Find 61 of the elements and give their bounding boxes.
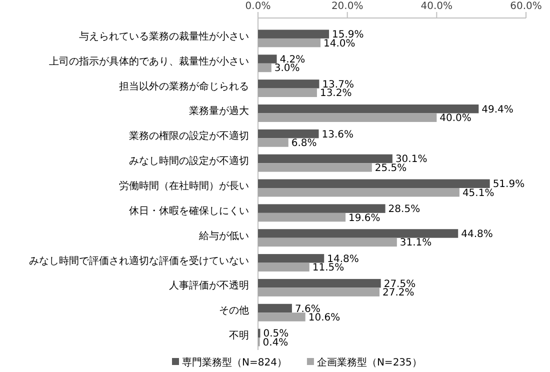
y-tick-label: 労働時間（在社時間）が長い — [119, 180, 249, 192]
data-label: 45.1% — [462, 188, 494, 199]
data-label: 31.1% — [400, 238, 432, 249]
data-label: 51.9% — [492, 179, 525, 190]
bar — [258, 254, 324, 263]
data-label: 27.2% — [382, 288, 414, 299]
bar — [258, 38, 321, 48]
bar — [258, 88, 317, 98]
bar — [258, 129, 319, 138]
bar — [258, 188, 460, 197]
bar — [258, 113, 437, 122]
bar — [258, 138, 288, 147]
data-label: 3.0% — [274, 63, 300, 74]
y-tick-label: 上司の指示が具体的であり、裁量性が小さい — [49, 55, 249, 68]
x-tick-label: 0.0% — [245, 1, 271, 12]
bar — [258, 179, 490, 188]
y-tick-label: みなし時間で評価され適切な評価を受けていない — [29, 254, 249, 267]
data-label: 13.6% — [322, 129, 354, 140]
bar — [258, 288, 380, 296]
x-tick-label: 20.0% — [331, 1, 364, 12]
legend-label: 専門業務型（N=824） — [182, 356, 287, 368]
data-label: 49.4% — [482, 104, 514, 116]
y-tick-label: その他 — [219, 304, 249, 317]
data-label: 14.0% — [324, 38, 356, 50]
bar — [258, 262, 310, 272]
bar — [258, 238, 397, 247]
y-tick-label: 休日・休暇を確保しにくい — [129, 206, 249, 217]
data-label: 0.4% — [262, 337, 288, 348]
bar — [258, 304, 292, 313]
data-label: 11.5% — [312, 262, 344, 274]
y-tick-label: 業務量が過大 — [189, 105, 249, 118]
data-label: 10.6% — [308, 312, 340, 324]
data-label: 19.6% — [348, 212, 380, 224]
bar — [258, 80, 320, 88]
data-label: 40.0% — [440, 113, 472, 124]
bar — [258, 104, 479, 114]
x-tick-label: 60.0% — [510, 1, 542, 12]
y-tick-label: 与えられている業務の裁量性が小さい — [79, 30, 249, 42]
y-tick-label: 人事評価が不透明 — [169, 280, 249, 292]
bar — [258, 312, 306, 322]
x-tick-label: 40.0% — [420, 1, 453, 12]
y-tick-label: 給与が低い — [198, 230, 249, 242]
y-tick-label: 業務の権限の設定が不適切 — [129, 130, 249, 142]
bar — [258, 154, 392, 164]
bar — [258, 212, 346, 222]
bar — [258, 278, 381, 288]
bar — [258, 229, 458, 238]
y-tick-label: みなし時間の設定が不適切 — [129, 155, 249, 168]
legend-label: 企画業務型（N=235） — [316, 356, 422, 368]
bar — [258, 163, 372, 172]
data-label: 13.2% — [320, 88, 352, 100]
bar — [258, 54, 277, 64]
data-label: 25.5% — [374, 162, 407, 174]
bar — [258, 30, 330, 38]
y-tick-label: 不明 — [229, 330, 249, 342]
y-tick-label: 担当以外の業務が命じられる — [119, 80, 249, 92]
data-label: 44.8% — [461, 228, 493, 240]
data-label: 6.8% — [291, 138, 317, 150]
bar — [258, 63, 272, 72]
bar — [258, 204, 386, 213]
data-label: 28.5% — [388, 204, 420, 216]
